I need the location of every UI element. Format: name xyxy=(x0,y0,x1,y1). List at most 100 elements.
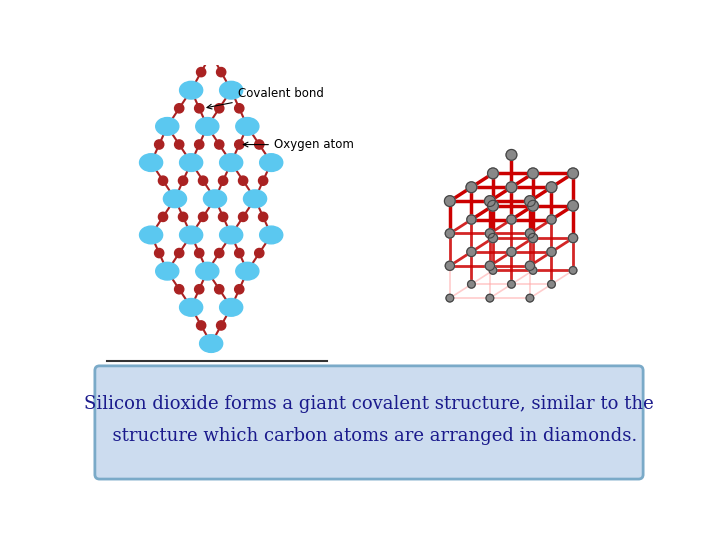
Ellipse shape xyxy=(260,226,283,244)
Ellipse shape xyxy=(199,45,222,63)
Circle shape xyxy=(526,229,534,238)
Circle shape xyxy=(467,215,476,224)
Circle shape xyxy=(199,176,207,185)
Ellipse shape xyxy=(235,118,259,135)
Circle shape xyxy=(548,280,555,288)
Circle shape xyxy=(528,233,538,242)
Ellipse shape xyxy=(220,82,243,99)
Circle shape xyxy=(174,285,184,294)
Ellipse shape xyxy=(179,82,203,99)
Circle shape xyxy=(155,140,163,149)
Circle shape xyxy=(568,233,577,242)
Circle shape xyxy=(488,233,498,242)
Circle shape xyxy=(194,140,204,149)
Circle shape xyxy=(526,294,534,302)
Ellipse shape xyxy=(196,118,219,135)
Circle shape xyxy=(215,248,224,258)
Ellipse shape xyxy=(163,190,186,208)
Circle shape xyxy=(255,140,264,149)
Circle shape xyxy=(567,168,578,179)
Ellipse shape xyxy=(140,154,163,171)
Ellipse shape xyxy=(204,190,227,208)
Circle shape xyxy=(217,68,226,77)
Text: ← Silicon atom: ← Silicon atom xyxy=(0,539,1,540)
Circle shape xyxy=(238,212,248,221)
Text: structure which carbon atoms are arranged in diamonds.: structure which carbon atoms are arrange… xyxy=(101,427,637,445)
Ellipse shape xyxy=(220,154,243,171)
Ellipse shape xyxy=(156,262,179,280)
Ellipse shape xyxy=(179,154,203,171)
Circle shape xyxy=(158,212,168,221)
Circle shape xyxy=(174,104,184,113)
Circle shape xyxy=(487,200,498,211)
Circle shape xyxy=(506,150,517,160)
Circle shape xyxy=(199,212,207,221)
Circle shape xyxy=(486,294,494,302)
Text: Silicon dioxide forms a giant covalent structure, similar to the: Silicon dioxide forms a giant covalent s… xyxy=(84,395,654,413)
Circle shape xyxy=(466,182,477,193)
Circle shape xyxy=(489,267,497,274)
Circle shape xyxy=(217,321,226,330)
Circle shape xyxy=(467,280,475,288)
Circle shape xyxy=(508,280,516,288)
Circle shape xyxy=(174,140,184,149)
Circle shape xyxy=(215,140,224,149)
Circle shape xyxy=(158,176,168,185)
Circle shape xyxy=(547,247,556,256)
Circle shape xyxy=(235,248,244,258)
Circle shape xyxy=(215,285,224,294)
Circle shape xyxy=(528,200,539,211)
Circle shape xyxy=(506,182,517,193)
Circle shape xyxy=(197,321,206,330)
Circle shape xyxy=(445,261,454,271)
Circle shape xyxy=(155,248,163,258)
Circle shape xyxy=(507,247,516,256)
Circle shape xyxy=(525,195,535,206)
Circle shape xyxy=(526,261,534,271)
Circle shape xyxy=(258,176,268,185)
Ellipse shape xyxy=(220,226,243,244)
Ellipse shape xyxy=(243,190,266,208)
Circle shape xyxy=(258,212,268,221)
Circle shape xyxy=(485,261,495,271)
Text: Covalent bond: Covalent bond xyxy=(207,87,323,109)
Circle shape xyxy=(215,104,224,113)
FancyBboxPatch shape xyxy=(95,366,643,479)
Ellipse shape xyxy=(199,335,222,353)
Ellipse shape xyxy=(179,299,203,316)
Ellipse shape xyxy=(220,299,243,316)
Circle shape xyxy=(235,285,244,294)
Circle shape xyxy=(485,229,495,238)
Circle shape xyxy=(528,168,539,179)
Circle shape xyxy=(567,200,578,211)
Circle shape xyxy=(255,248,264,258)
Circle shape xyxy=(179,212,188,221)
Circle shape xyxy=(445,229,454,238)
Text: Oxygen atom: Oxygen atom xyxy=(243,138,354,151)
Circle shape xyxy=(218,176,228,185)
Circle shape xyxy=(194,285,204,294)
Circle shape xyxy=(235,140,244,149)
Circle shape xyxy=(446,294,454,302)
Circle shape xyxy=(487,168,498,179)
Circle shape xyxy=(218,212,228,221)
Circle shape xyxy=(179,176,188,185)
Ellipse shape xyxy=(179,226,203,244)
Circle shape xyxy=(485,195,495,206)
Circle shape xyxy=(194,104,204,113)
Circle shape xyxy=(529,267,537,274)
Circle shape xyxy=(546,182,557,193)
Circle shape xyxy=(235,104,244,113)
Circle shape xyxy=(547,215,556,224)
Ellipse shape xyxy=(235,262,259,280)
Circle shape xyxy=(570,267,577,274)
Circle shape xyxy=(444,195,455,206)
Circle shape xyxy=(194,248,204,258)
Circle shape xyxy=(238,176,248,185)
Ellipse shape xyxy=(196,262,219,280)
Circle shape xyxy=(174,248,184,258)
Circle shape xyxy=(467,247,476,256)
Ellipse shape xyxy=(140,226,163,244)
Ellipse shape xyxy=(260,154,283,171)
Circle shape xyxy=(197,68,206,77)
